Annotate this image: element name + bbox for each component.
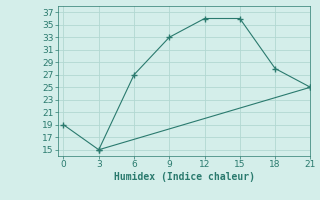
X-axis label: Humidex (Indice chaleur): Humidex (Indice chaleur) xyxy=(114,172,254,182)
